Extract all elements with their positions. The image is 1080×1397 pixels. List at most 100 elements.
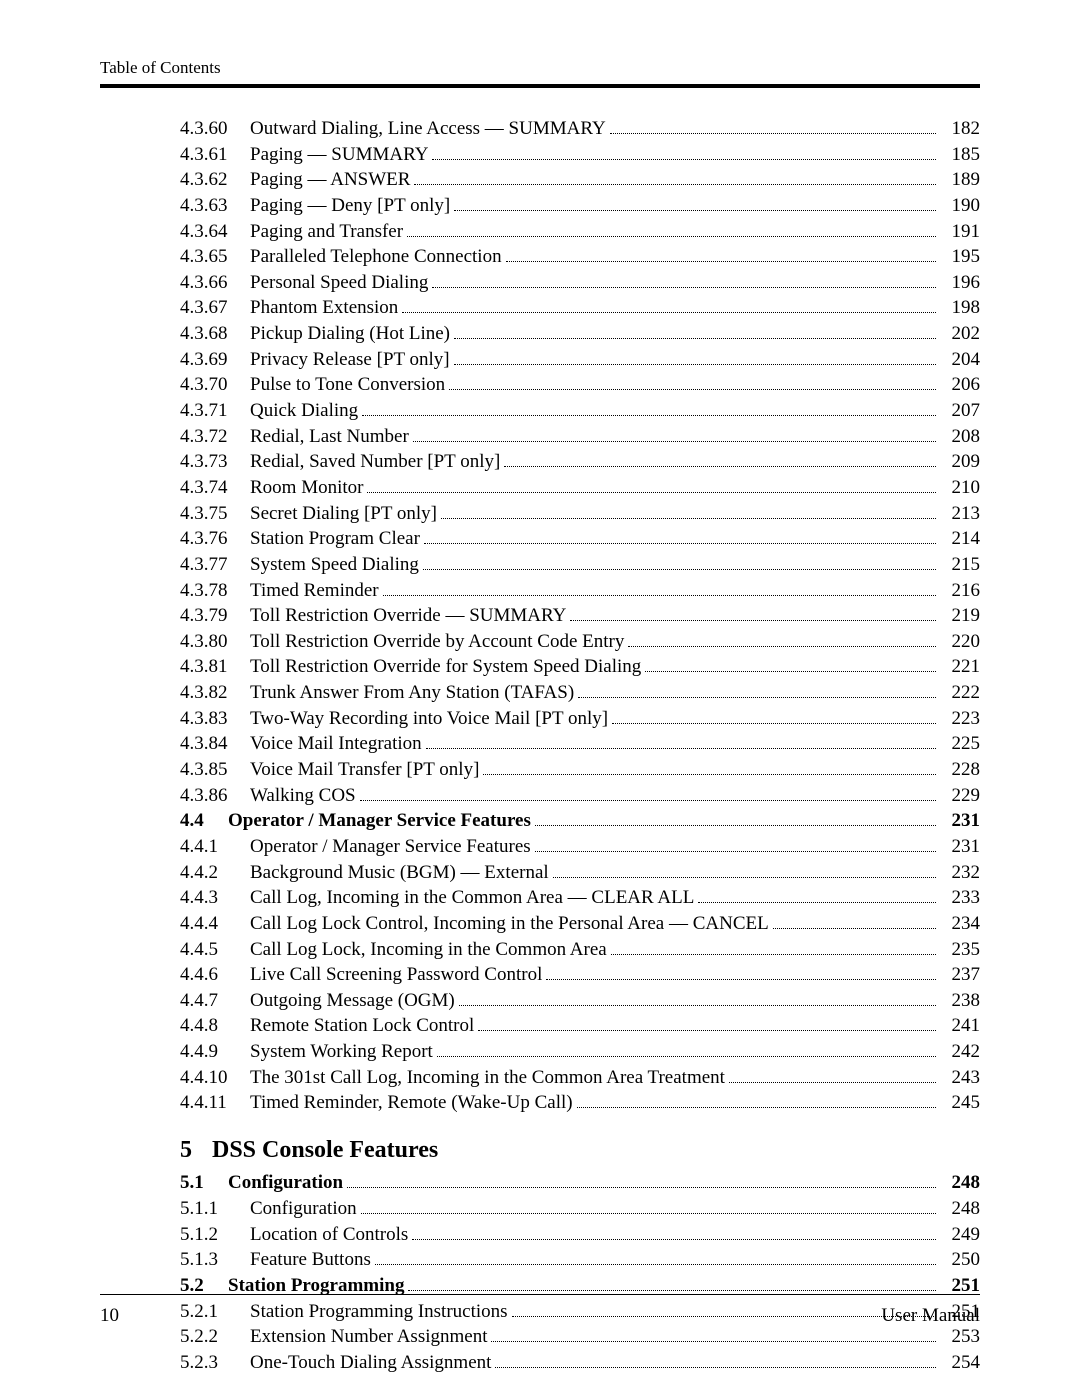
toc-entry-title: Outgoing Message (OGM) [250, 988, 455, 1014]
toc-entry-page: 216 [940, 578, 980, 604]
toc-entry-number: 4.3.60 [180, 116, 250, 142]
toc-entry-number: 5.1.2 [180, 1222, 250, 1248]
toc-leader-dots [402, 298, 936, 313]
toc-item: 4.3.77System Speed Dialing215 [180, 552, 980, 578]
toc-entry-title: Outward Dialing, Line Access — SUMMARY [250, 116, 606, 142]
toc-entry-page: 248 [940, 1196, 980, 1222]
toc-entry-title: System Working Report [250, 1039, 433, 1065]
toc-item: 4.3.83Two-Way Recording into Voice Mail … [180, 706, 980, 732]
toc-leader-dots [459, 991, 936, 1006]
toc-leader-dots [362, 401, 936, 416]
toc-entry-number: 4.3.69 [180, 347, 250, 373]
toc-item: 4.3.78Timed Reminder216 [180, 578, 980, 604]
toc-entry-page: 231 [940, 808, 980, 834]
toc-entry-page: 190 [940, 193, 980, 219]
toc-entry-title: Voice Mail Integration [250, 731, 422, 757]
toc-entry-number: 4.3.81 [180, 654, 250, 680]
toc-leader-dots [441, 503, 936, 518]
toc-item: 4.3.71Quick Dialing207 [180, 398, 980, 424]
toc-entry-number: 5.1 [180, 1170, 228, 1196]
toc-entry-page: 254 [940, 1350, 980, 1376]
toc-entry-number: 4.4.4 [180, 911, 250, 937]
toc-leader-dots [628, 632, 936, 647]
toc-entry-title: Station Program Clear [250, 526, 420, 552]
toc-entry-page: 202 [940, 321, 980, 347]
toc-leader-dots [645, 657, 936, 672]
toc-entry-page: 250 [940, 1247, 980, 1273]
toc-entry-page: 185 [940, 142, 980, 168]
toc-leader-dots [729, 1067, 936, 1082]
toc-entry-number: 4.3.72 [180, 424, 250, 450]
toc-entry-title: Paralleled Telephone Connection [250, 244, 502, 270]
toc-chapter: 5DSS Console Features [180, 1134, 980, 1166]
toc-leader-dots [347, 1173, 936, 1188]
toc-item: 4.3.69Privacy Release [PT only]204 [180, 347, 980, 373]
toc-entry-title: Personal Speed Dialing [250, 270, 428, 296]
toc-item: 4.3.80Toll Restriction Override by Accou… [180, 629, 980, 655]
toc-entry-number: 4.3.70 [180, 372, 250, 398]
toc-entry-number: 4.3.80 [180, 629, 250, 655]
toc-entry-page: 245 [940, 1090, 980, 1116]
toc-entry-page: 223 [940, 706, 980, 732]
toc-entry-page: 231 [940, 834, 980, 860]
toc-entry-page: 209 [940, 449, 980, 475]
toc-entry-page: 232 [940, 860, 980, 886]
toc-leader-dots [454, 324, 936, 339]
toc-chapter-title: DSS Console Features [212, 1134, 438, 1166]
toc-item: 5.1.1Configuration248 [180, 1196, 980, 1222]
toc-item: 4.3.82Trunk Answer From Any Station (TAF… [180, 680, 980, 706]
toc-entry-title: Paging — ANSWER [250, 167, 410, 193]
toc-entry-number: 4.3.68 [180, 321, 250, 347]
toc-entry-number: 4.3.66 [180, 270, 250, 296]
toc-entry-number: 4.4.3 [180, 885, 250, 911]
toc-leader-dots [454, 350, 936, 365]
toc-entry-number: 4.3.67 [180, 295, 250, 321]
toc-leader-dots [546, 965, 936, 980]
toc-item: 4.4.5Call Log Lock, Incoming in the Comm… [180, 937, 980, 963]
toc-entry-number: 4.4.1 [180, 834, 250, 860]
toc-entry-title: Timed Reminder, Remote (Wake-Up Call) [250, 1090, 573, 1116]
toc-item: 4.3.62Paging — ANSWER189 [180, 167, 980, 193]
toc-leader-dots [535, 837, 936, 852]
table-of-contents: 4.3.60Outward Dialing, Line Access — SUM… [180, 116, 980, 1376]
toc-entry-title: Paging — Deny [PT only] [250, 193, 450, 219]
toc-chapter-number: 5 [180, 1134, 212, 1166]
toc-item: 4.3.86Walking COS229 [180, 783, 980, 809]
toc-item: 4.3.61Paging — SUMMARY185 [180, 142, 980, 168]
toc-entry-title: System Speed Dialing [250, 552, 419, 578]
toc-leader-dots [698, 888, 936, 903]
toc-leader-dots [408, 1276, 936, 1291]
toc-entry-title: Location of Controls [250, 1222, 408, 1248]
toc-item: 4.3.73Redial, Saved Number [PT only] 209 [180, 449, 980, 475]
toc-item: 4.3.67Phantom Extension198 [180, 295, 980, 321]
toc-entry-title: Timed Reminder [250, 578, 379, 604]
toc-entry-page: 189 [940, 167, 980, 193]
toc-item: 4.3.75Secret Dialing [PT only]213 [180, 501, 980, 527]
toc-item: 4.4.2Background Music (BGM) — External23… [180, 860, 980, 886]
toc-entry-title: Call Log, Incoming in the Common Area — … [250, 885, 694, 911]
toc-item: 4.3.68Pickup Dialing (Hot Line)202 [180, 321, 980, 347]
toc-leader-dots [383, 580, 936, 595]
toc-leader-dots [426, 734, 936, 749]
toc-entry-title: Operator / Manager Service Features [228, 808, 531, 834]
toc-item: 4.3.63Paging — Deny [PT only]190 [180, 193, 980, 219]
toc-entry-number: 4.3.73 [180, 449, 250, 475]
toc-entry-number: 4.3.79 [180, 603, 250, 629]
toc-entry-title: Phantom Extension [250, 295, 398, 321]
toc-entry-page: 242 [940, 1039, 980, 1065]
toc-entry-number: 4.3.77 [180, 552, 250, 578]
toc-entry-number: 4.3.75 [180, 501, 250, 527]
toc-item: 4.4.8Remote Station Lock Control241 [180, 1013, 980, 1039]
toc-leader-dots [612, 708, 936, 723]
toc-entry-number: 5.1.3 [180, 1247, 250, 1273]
toc-leader-dots [361, 1199, 936, 1214]
toc-leader-dots [578, 683, 936, 698]
toc-item: 4.4.1Operator / Manager Service Features… [180, 834, 980, 860]
toc-item: 4.3.76Station Program Clear214 [180, 526, 980, 552]
toc-entry-number: 4.3.85 [180, 757, 250, 783]
toc-entry-number: 4.4.6 [180, 962, 250, 988]
toc-item: 4.3.64Paging and Transfer191 [180, 219, 980, 245]
toc-entry-title: Redial, Saved Number [PT only] [250, 449, 500, 475]
toc-entry-number: 4.4.7 [180, 988, 250, 1014]
toc-item: 4.3.84Voice Mail Integration225 [180, 731, 980, 757]
